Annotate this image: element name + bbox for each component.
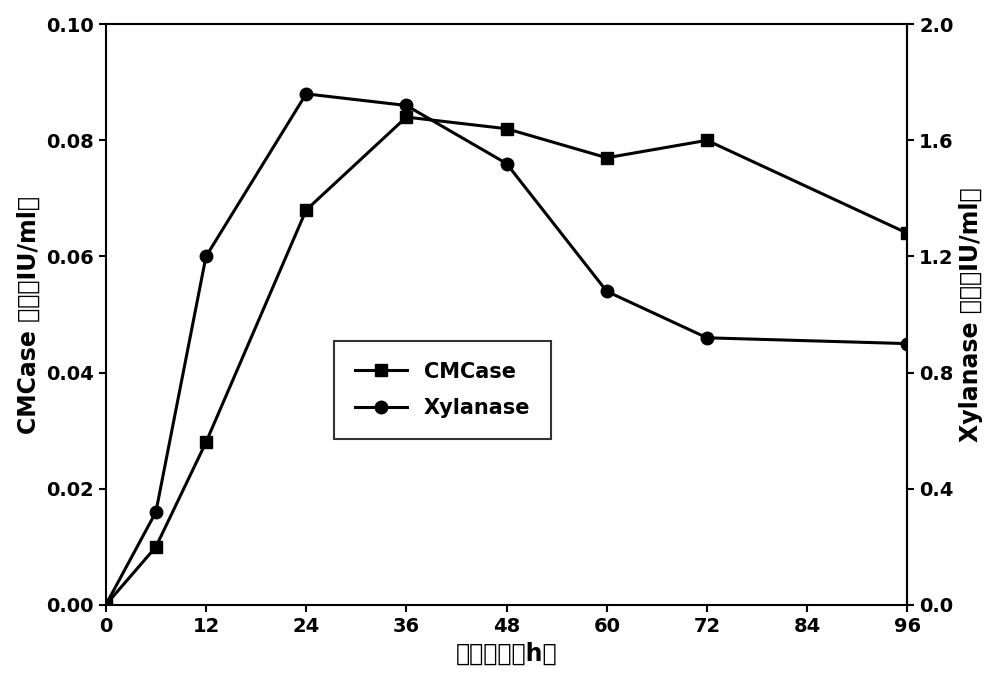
CMCase — [200, 439, 212, 447]
Xylanase — [150, 508, 162, 516]
Line: CMCase: CMCase — [100, 111, 914, 611]
Xylanase — [200, 252, 212, 261]
CMCase — [100, 601, 112, 609]
Xylanase — [901, 340, 913, 348]
CMCase — [501, 125, 513, 133]
Line: Xylanase: Xylanase — [100, 87, 914, 611]
Y-axis label: Xylanase 活力（IU/ml）: Xylanase 活力（IU/ml） — [959, 188, 983, 442]
X-axis label: 培养时间（h）: 培养时间（h） — [456, 641, 557, 666]
Xylanase — [701, 333, 713, 342]
Y-axis label: CMCase 活力（IU/ml）: CMCase 活力（IU/ml） — [17, 196, 41, 434]
Xylanase — [400, 102, 412, 110]
CMCase — [150, 543, 162, 551]
CMCase — [901, 229, 913, 237]
CMCase — [300, 206, 312, 214]
CMCase — [701, 136, 713, 145]
Xylanase — [300, 90, 312, 98]
Legend: CMCase, Xylanase: CMCase, Xylanase — [334, 341, 551, 439]
Xylanase — [601, 287, 613, 295]
CMCase — [601, 153, 613, 162]
Xylanase — [501, 160, 513, 168]
CMCase — [400, 113, 412, 121]
Xylanase — [100, 601, 112, 609]
